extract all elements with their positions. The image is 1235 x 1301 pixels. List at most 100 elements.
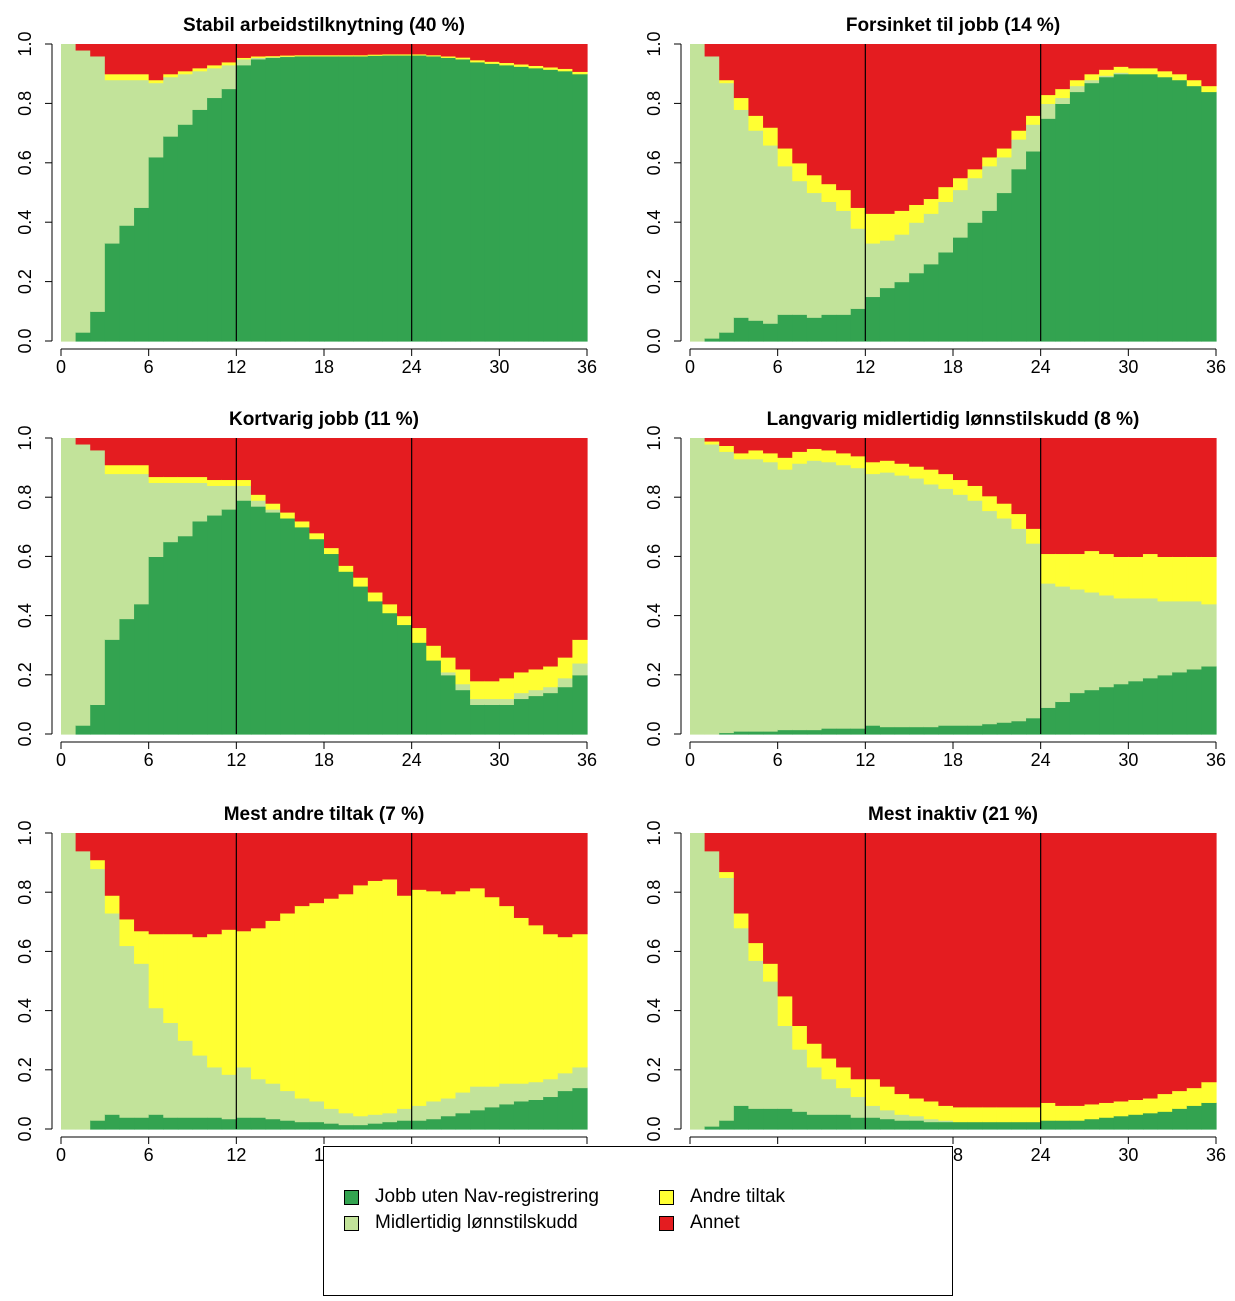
- stacked-bar-segment: [367, 1114, 384, 1124]
- stacked-bar-segment: [763, 127, 779, 146]
- stacked-bar-segment: [367, 438, 384, 593]
- stacked-bar-segment: [923, 1118, 939, 1123]
- stacked-bar-segment: [894, 438, 910, 464]
- stacked-bar-segment: [982, 210, 998, 342]
- stacked-bar-segment: [543, 1096, 559, 1130]
- stacked-bar-segment: [719, 79, 735, 84]
- stacked-bar-segment: [470, 887, 486, 1087]
- stacked-bar-segment: [207, 64, 223, 69]
- stacked-bar-segment: [543, 665, 559, 688]
- stacked-bar-segment: [1157, 600, 1173, 676]
- stacked-bar-segment: [894, 726, 910, 735]
- stacked-bar-segment: [1172, 1108, 1188, 1130]
- stacked-bar-segment: [1040, 1120, 1056, 1130]
- stacked-bar-segment: [104, 44, 121, 75]
- y-tick-label: 0.8: [644, 91, 664, 116]
- stacked-bar-segment: [309, 44, 325, 56]
- stacked-bar-segment: [207, 97, 223, 342]
- stacked-bar-segment: [557, 44, 573, 69]
- stacked-bar-segment: [236, 485, 252, 501]
- stacked-bar-segment: [61, 438, 77, 735]
- stacked-bar-segment: [411, 889, 427, 1106]
- stacked-bar-segment: [836, 833, 852, 1068]
- x-tick-label: 12: [226, 750, 246, 770]
- stacked-bar-segment: [470, 833, 486, 889]
- stacked-bar-segment: [909, 833, 925, 1099]
- stacked-bar-segment: [177, 535, 194, 735]
- stacked-bar-segment: [280, 912, 296, 1092]
- stacked-bar-segment: [967, 1106, 983, 1123]
- stacked-bar-segment: [792, 1025, 808, 1050]
- stacked-bar-segment: [953, 44, 969, 179]
- stacked-bar-segment: [894, 833, 910, 1095]
- stacked-bar-segment: [382, 438, 398, 605]
- stacked-bar-segment: [192, 44, 208, 69]
- stacked-bar-segment: [982, 156, 998, 167]
- stacked-bar-segment: [1128, 1114, 1144, 1130]
- stacked-bar-segment: [748, 458, 764, 732]
- stacked-bar-segment: [455, 44, 471, 58]
- stacked-bar-segment: [134, 963, 150, 1118]
- stacked-bar-segment: [1011, 528, 1027, 722]
- stacked-bar-segment: [455, 683, 471, 691]
- stacked-bar-segment: [265, 57, 281, 342]
- stacked-bar-segment: [777, 469, 793, 731]
- stacked-bar-segment: [1069, 553, 1086, 590]
- stacked-bar-segment: [528, 695, 544, 735]
- stacked-bar-segment: [411, 1120, 427, 1130]
- stacked-bar-segment: [792, 162, 808, 182]
- stacked-bar-segment: [792, 463, 808, 731]
- stacked-bar-segment: [513, 917, 530, 1084]
- stacked-bar-segment: [572, 674, 588, 735]
- stacked-bar-segment: [148, 79, 164, 84]
- stacked-bar-segment: [192, 482, 208, 522]
- stacked-bar-segment: [513, 438, 530, 673]
- stacked-bar-segment: [923, 213, 939, 265]
- stacked-bar-segment: [265, 512, 281, 735]
- legend-swatch-midlertidig: [344, 1215, 359, 1231]
- stacked-bar-segment: [1157, 833, 1173, 1095]
- stacked-bar-segment: [1040, 44, 1056, 96]
- stacked-bar-segment: [455, 890, 471, 1093]
- stacked-bar-segment: [763, 438, 779, 454]
- stacked-bar-segment: [792, 1049, 808, 1112]
- stacked-bar-segment: [938, 833, 954, 1106]
- stacked-bar-segment: [1040, 583, 1056, 708]
- y-tick-label: 0.0: [644, 721, 664, 746]
- stacked-bar-segment: [938, 1120, 954, 1123]
- stacked-bar-segment: [953, 833, 969, 1108]
- stacked-bar-segment: [982, 438, 998, 497]
- stacked-bar-segment: [177, 438, 194, 478]
- stacked-bar-segment: [836, 210, 852, 315]
- stacked-bar-segment: [250, 927, 267, 1080]
- stacked-bar-segment: [324, 1108, 340, 1124]
- stacked-bar-segment: [411, 627, 427, 643]
- stacked-bar-segment: [850, 467, 866, 729]
- stacked-bar-segment: [353, 44, 369, 56]
- stacked-bar-segment: [382, 1112, 398, 1123]
- stacked-bar-segment: [134, 438, 150, 466]
- stacked-bar-segment: [719, 332, 735, 342]
- stacked-bar-segment: [1157, 556, 1173, 602]
- stacked-bar-segment: [1040, 94, 1056, 104]
- stacked-bar-segment: [572, 71, 588, 75]
- stacked-bar-segment: [250, 44, 267, 57]
- stacked-bar-segment: [177, 124, 194, 342]
- stacked-bar-segment: [1069, 1120, 1086, 1130]
- y-tick-label: 0.0: [15, 328, 35, 353]
- stacked-bar-segment: [1201, 556, 1217, 605]
- stacked-bar-segment: [309, 1100, 325, 1123]
- stacked-bar-segment: [777, 438, 793, 458]
- stacked-bar-segment: [748, 44, 764, 116]
- stacked-bar-segment: [134, 207, 150, 342]
- stacked-bar-segment: [119, 464, 135, 475]
- stacked-bar-segment: [90, 859, 106, 870]
- stacked-bar-segment: [309, 538, 325, 735]
- stacked-bar-segment: [748, 130, 764, 321]
- stacked-bar-segment: [280, 517, 296, 735]
- stacked-bar-segment: [1099, 438, 1115, 555]
- stacked-bar-segment: [294, 526, 310, 735]
- stacked-bar-segment: [75, 49, 91, 333]
- stacked-bar-segment: [353, 1124, 369, 1130]
- stacked-bar-segment: [792, 1111, 808, 1130]
